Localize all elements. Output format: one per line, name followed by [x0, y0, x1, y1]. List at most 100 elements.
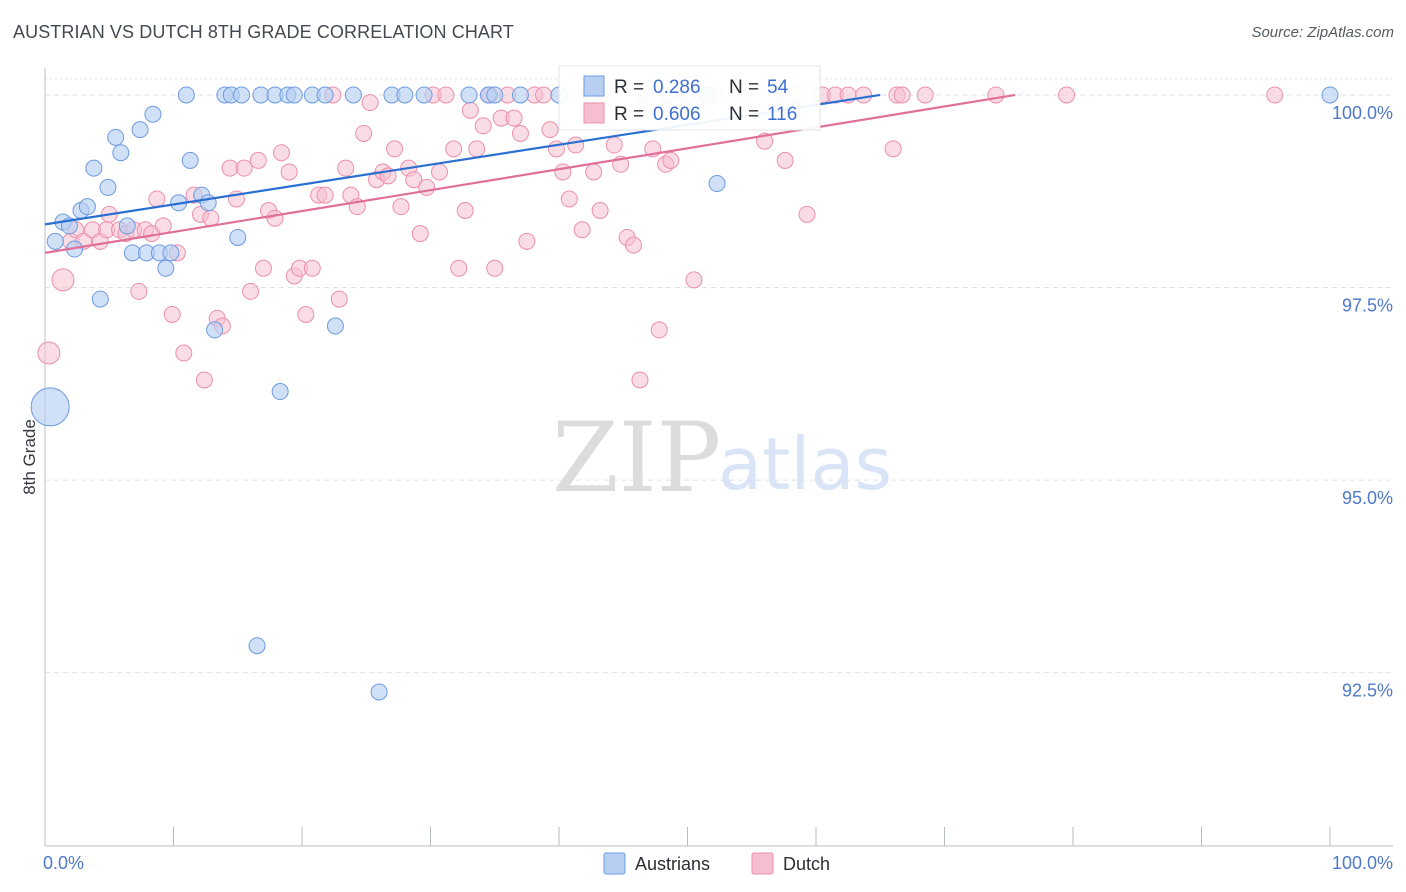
- stats-r-label-dutch: R =: [614, 104, 644, 125]
- scatter-point-dutch: [605, 136, 623, 154]
- stats-n-label-dutch: N =: [729, 104, 759, 125]
- watermark: ZIP atlas: [552, 402, 892, 514]
- scatter-point-dutch: [175, 344, 193, 362]
- scatter-point-austrians: [233, 86, 251, 104]
- scatter-point-austrians: [99, 178, 117, 196]
- scatter-point-dutch: [511, 124, 529, 142]
- scatter-point-dutch: [266, 209, 284, 227]
- series-legend: Austrians Dutch: [603, 852, 830, 875]
- scatter-point-dutch: [254, 259, 272, 277]
- scatter-point-dutch: [916, 86, 934, 104]
- dutch-points: [37, 86, 1284, 389]
- scatter-point-austrians: [370, 683, 388, 701]
- scatter-point-dutch: [411, 225, 429, 243]
- scatter-point-austrians: [157, 259, 175, 277]
- scatter-point-dutch: [474, 117, 492, 135]
- scatter-point-dutch: [776, 151, 794, 169]
- legend-label-dutch[interactable]: Dutch: [783, 854, 830, 874]
- scatter-point-austrians: [144, 105, 162, 123]
- legend-label-austrians[interactable]: Austrians: [635, 854, 710, 874]
- scatter-point-dutch: [505, 109, 523, 127]
- stats-n-value-dutch: 116: [767, 104, 797, 125]
- scatter-point-dutch: [249, 151, 267, 169]
- scatter-point-dutch: [456, 202, 474, 220]
- stats-n-label-austrians: N =: [729, 77, 759, 98]
- scatter-point-austrians: [248, 637, 266, 655]
- scatter-point-dutch: [202, 209, 220, 227]
- scatter-point-austrians: [415, 86, 433, 104]
- scatter-point-dutch: [585, 163, 603, 181]
- scatter-point-dutch: [221, 159, 239, 177]
- scatter-point-dutch: [884, 140, 902, 158]
- y-axis-title: 8th Grade: [20, 419, 39, 495]
- scatter-point-dutch: [461, 101, 479, 119]
- scatter-point-dutch: [567, 136, 585, 154]
- x-tick-marks: [173, 827, 1331, 846]
- scatter-point-austrians: [46, 232, 64, 250]
- scatter-point-dutch: [392, 198, 410, 216]
- watermark-atlas: atlas: [718, 422, 892, 506]
- x-tick-label-left: 0.0%: [43, 853, 84, 873]
- watermark-zip: ZIP: [552, 402, 721, 514]
- scatter-point-austrians: [162, 244, 180, 262]
- scatter-point-austrians: [396, 86, 414, 104]
- scatter-point-dutch: [418, 178, 436, 196]
- scatter-point-austrians: [78, 198, 96, 216]
- scatter-point-dutch: [445, 140, 463, 158]
- scatter-point-dutch: [405, 171, 423, 189]
- scatter-point-austrians: [181, 151, 199, 169]
- scatter-point-austrians: [511, 86, 529, 104]
- austrian-points: [30, 86, 1339, 701]
- scatter-point-dutch: [51, 268, 75, 292]
- scatter-point-dutch: [685, 271, 703, 289]
- stats-swatch-dutch: [583, 102, 605, 124]
- y-tick-label: 97.5%: [1342, 296, 1393, 316]
- scatter-point-dutch: [468, 140, 486, 158]
- scatter-point-austrians: [326, 317, 344, 335]
- scatter-point-dutch: [37, 341, 61, 365]
- scatter-point-austrians: [85, 159, 103, 177]
- scatter-point-austrians: [131, 121, 149, 139]
- scatter-point-austrians: [177, 86, 195, 104]
- scatter-point-dutch: [625, 236, 643, 254]
- y-tick-label: 100.0%: [1332, 103, 1393, 123]
- scatter-point-dutch: [355, 124, 373, 142]
- scatter-point-dutch: [235, 159, 253, 177]
- scatter-point-dutch: [450, 259, 468, 277]
- scatter-point-dutch: [554, 163, 572, 181]
- legend-swatch-dutch[interactable]: [751, 852, 774, 875]
- scatter-point-dutch: [535, 86, 553, 104]
- scatter-point-dutch: [148, 190, 166, 208]
- trend-line-dutch: [44, 93, 1016, 254]
- stats-r-value-dutch: 0.606: [653, 104, 701, 125]
- scatter-point-dutch: [987, 86, 1005, 104]
- scatter-point-dutch: [662, 151, 680, 169]
- scatter-point-dutch: [130, 282, 148, 300]
- scatter-point-dutch: [242, 282, 260, 300]
- scatter-point-dutch: [280, 163, 298, 181]
- scatter-point-austrians: [252, 86, 270, 104]
- scatter-point-austrians: [708, 175, 726, 193]
- scatter-point-dutch: [163, 305, 181, 323]
- scatter-point-dutch: [303, 259, 321, 277]
- scatter-point-dutch: [893, 86, 911, 104]
- scatter-point-dutch: [437, 86, 455, 104]
- scatter-point-austrians: [316, 86, 334, 104]
- y-tick-label: 95.0%: [1342, 488, 1393, 508]
- scatter-point-dutch: [154, 217, 172, 235]
- scatter-point-austrians: [123, 244, 141, 262]
- scatter-point-dutch: [591, 202, 609, 220]
- scatter-point-austrians: [30, 387, 70, 427]
- legend-swatch-austrians[interactable]: [603, 852, 626, 875]
- scatter-point-dutch: [272, 144, 290, 162]
- scatter-point-dutch: [518, 232, 536, 250]
- scatter-point-austrians: [229, 228, 247, 246]
- scatter-point-dutch: [337, 159, 355, 177]
- stats-r-value-austrians: 0.286: [653, 77, 701, 98]
- scatter-point-dutch: [297, 305, 315, 323]
- scatter-point-austrians: [285, 86, 303, 104]
- chart-title: AUSTRIAN VS DUTCH 8TH GRADE CORRELATION …: [13, 22, 514, 42]
- chart-source: Source: ZipAtlas.com: [1251, 24, 1394, 41]
- scatter-point-austrians: [486, 86, 504, 104]
